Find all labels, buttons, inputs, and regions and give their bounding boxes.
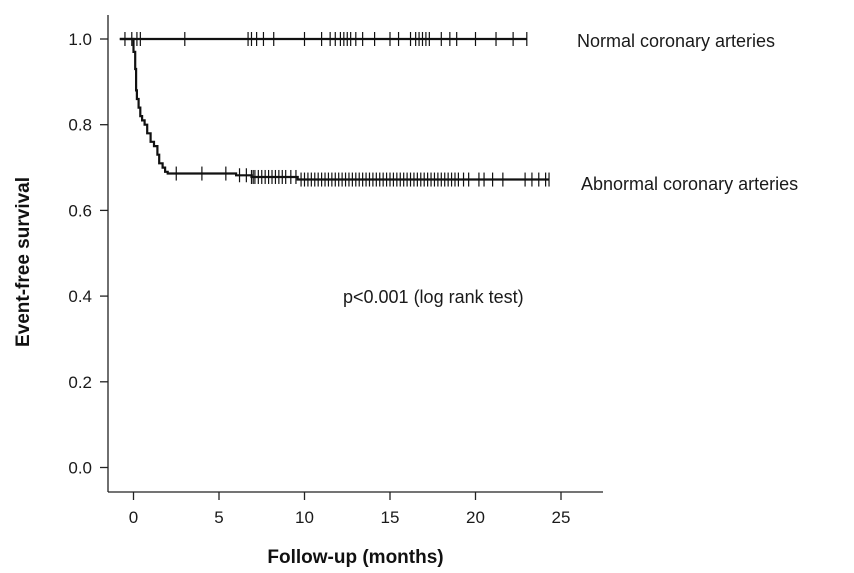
- axes: [107, 15, 603, 493]
- censor-marks: [124, 32, 550, 187]
- y-tick-label: 0.4: [68, 287, 92, 306]
- y-axis-label: Event-free survival: [13, 177, 34, 347]
- x-tick-label: 0: [129, 508, 138, 527]
- y-tick-label: 1.0: [68, 30, 92, 49]
- tick-group: 0 5 10 15 20 25 0.0 0.2 0.4 0.6 0.8 1.0: [68, 30, 570, 527]
- x-axis-label: Follow-up (months): [267, 547, 443, 568]
- x-tick-label: 10: [295, 508, 314, 527]
- curves: [119, 37, 549, 181]
- x-tick-label: 5: [214, 508, 223, 527]
- p-value-annotation: p<0.001 (log rank test): [343, 287, 524, 307]
- y-tick-label: 0.0: [68, 459, 92, 478]
- x-tick-label: 15: [381, 508, 400, 527]
- series-label-normal: Normal coronary arteries: [577, 31, 775, 51]
- y-tick-label: 0.8: [68, 116, 92, 135]
- x-tick-label: 20: [466, 508, 485, 527]
- x-tick-label: 25: [552, 508, 571, 527]
- y-tick-label: 0.2: [68, 373, 92, 392]
- survival-curve-abnormal: [119, 37, 549, 181]
- chart-labels: Follow-up (months) Event-free survival N…: [13, 31, 798, 568]
- series-label-abnormal: Abnormal coronary arteries: [581, 174, 798, 194]
- y-tick-label: 0.6: [68, 201, 92, 220]
